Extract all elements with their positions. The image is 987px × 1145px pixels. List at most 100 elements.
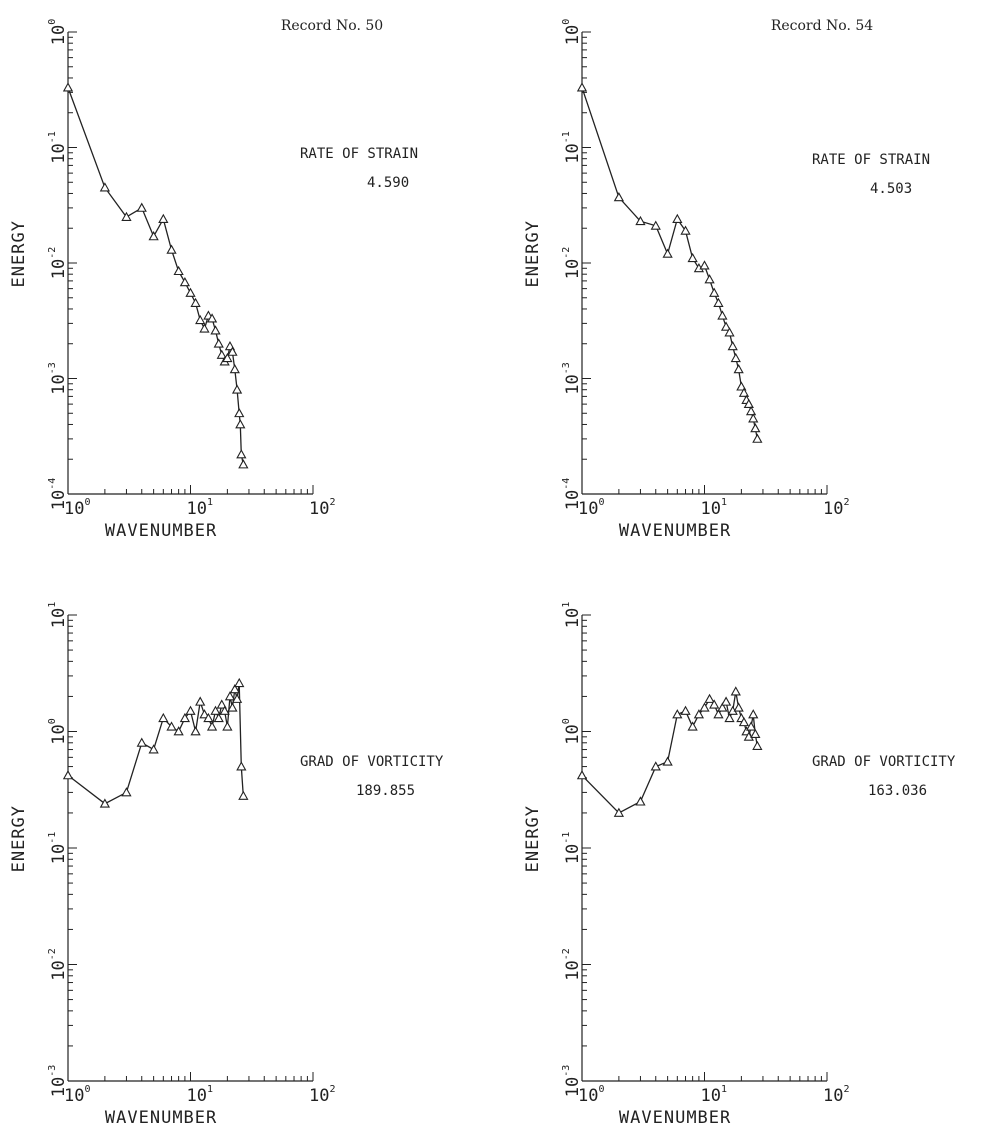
data-point-marker bbox=[724, 327, 735, 337]
chart-panel-vorticity-left: 100 101 10210-310-210-1100101WAVENUMBERENE… bbox=[9, 602, 444, 1128]
data-point-marker bbox=[733, 364, 744, 374]
data-point-marker bbox=[748, 413, 759, 423]
y-tick-label: 10-1 bbox=[47, 832, 69, 865]
data-point-marker bbox=[717, 702, 728, 712]
y-tick-label-group: 10-4 bbox=[47, 478, 69, 511]
y-tick-label: 100 bbox=[561, 19, 583, 46]
data-point-marker bbox=[650, 220, 661, 230]
y-tick-label: 10-3 bbox=[47, 362, 69, 395]
data-point-marker bbox=[199, 709, 210, 719]
y-tick-label: 100 bbox=[561, 718, 583, 745]
y-tick-label-group: 100 bbox=[47, 718, 69, 745]
data-point-marker bbox=[179, 277, 191, 287]
data-point-marker bbox=[195, 314, 206, 325]
data-point-marker bbox=[235, 419, 246, 429]
y-axis-label: ENERGY bbox=[9, 220, 29, 287]
y-tick-label: 10-3 bbox=[561, 1065, 583, 1098]
data-point-marker bbox=[148, 744, 159, 754]
x-tick-label: 101 bbox=[187, 1084, 214, 1106]
data-point-marker bbox=[231, 693, 243, 703]
y-tick-label-group: 10-3 bbox=[561, 362, 583, 395]
annotation-value: 4.503 bbox=[870, 181, 912, 197]
record-number-label: Record No. 50 bbox=[281, 18, 383, 34]
y-tick-label-group: 10-2 bbox=[47, 247, 69, 280]
data-point-marker bbox=[720, 321, 732, 331]
data-point-marker bbox=[730, 686, 741, 696]
data-point-marker bbox=[190, 726, 201, 736]
data-point-marker bbox=[745, 405, 757, 416]
data-point-marker bbox=[99, 798, 111, 808]
data-point-marker bbox=[190, 297, 201, 307]
data-point-marker bbox=[752, 740, 763, 750]
data-point-marker bbox=[173, 726, 184, 736]
x-tick-label: 101 bbox=[701, 1084, 728, 1106]
y-axis-label: ENERGY bbox=[523, 805, 543, 872]
y-tick-label-group: 101 bbox=[47, 602, 69, 629]
data-point-marker bbox=[724, 712, 735, 723]
data-point-marker bbox=[158, 213, 169, 223]
data-point-marker bbox=[680, 225, 691, 235]
x-tick-label: 100 bbox=[578, 497, 605, 519]
x-tick-label: 100 bbox=[64, 497, 91, 519]
data-point-marker bbox=[662, 248, 673, 258]
data-point-marker bbox=[687, 721, 698, 731]
data-point-marker bbox=[662, 756, 673, 766]
data-point-marker bbox=[158, 712, 169, 723]
y-tick-label-group: 10-2 bbox=[561, 247, 583, 280]
data-point-marker bbox=[195, 696, 206, 706]
data-point-marker bbox=[206, 313, 218, 323]
y-tick-label: 101 bbox=[47, 602, 69, 629]
data-point-marker bbox=[704, 693, 715, 703]
data-point-marker bbox=[185, 705, 196, 715]
record-number-label: Record No. 54 bbox=[771, 18, 873, 34]
y-tick-label: 100 bbox=[47, 19, 69, 46]
data-point-marker bbox=[613, 192, 625, 202]
y-tick-label-group: 100 bbox=[561, 19, 583, 46]
data-point-marker bbox=[213, 338, 224, 348]
data-point-marker bbox=[720, 696, 732, 706]
data-point-marker bbox=[743, 398, 754, 409]
data-point-marker bbox=[227, 346, 238, 356]
x-tick-label: 101 bbox=[701, 497, 728, 519]
annotation-title: GRAD OF VORTICITY bbox=[812, 754, 956, 770]
data-point-marker bbox=[717, 310, 728, 320]
data-point-marker bbox=[238, 459, 249, 469]
y-axis-label-group: ENERGY bbox=[523, 220, 543, 287]
data-point-marker bbox=[650, 761, 661, 771]
y-tick-label: 10-2 bbox=[561, 948, 583, 981]
x-tick-label: 102 bbox=[309, 497, 336, 519]
data-point-marker bbox=[699, 702, 710, 712]
data-point-marker bbox=[743, 731, 754, 741]
data-point-marker bbox=[672, 213, 683, 223]
annotation-value: 4.590 bbox=[367, 175, 409, 191]
data-point-marker bbox=[222, 352, 233, 363]
y-axis-label-group: ENERGY bbox=[9, 805, 29, 872]
data-point-marker bbox=[709, 287, 720, 297]
data-point-marker bbox=[238, 790, 249, 800]
chart-panel-vorticity-right: 100 101 10210-310-210-1100101WAVENUMBERENE… bbox=[523, 602, 956, 1128]
x-tick-label: 102 bbox=[823, 497, 850, 519]
y-axis-label: ENERGY bbox=[523, 220, 543, 287]
y-tick-label-group: 101 bbox=[561, 602, 583, 629]
data-point-marker bbox=[736, 381, 747, 391]
series-line bbox=[67, 87, 244, 465]
data-point-marker bbox=[206, 721, 218, 731]
data-point-marker bbox=[203, 712, 214, 723]
y-tick-label-group: 10-1 bbox=[561, 131, 583, 164]
data-point-marker bbox=[224, 691, 236, 701]
series-line bbox=[581, 87, 758, 440]
y-tick-label-group: 10-3 bbox=[47, 362, 69, 395]
data-point-marker bbox=[199, 323, 210, 333]
series-line bbox=[67, 683, 244, 805]
y-tick-label: 10-4 bbox=[47, 478, 69, 511]
data-point-marker bbox=[229, 684, 240, 694]
y-tick-label-group: 10-4 bbox=[561, 478, 583, 511]
y-axis-label: ENERGY bbox=[9, 805, 29, 872]
y-tick-label: 10-3 bbox=[561, 362, 583, 395]
data-point-marker bbox=[713, 297, 724, 307]
data-point-marker bbox=[234, 407, 245, 418]
y-axis-label-group: ENERGY bbox=[523, 805, 543, 872]
data-point-marker bbox=[576, 82, 588, 92]
y-tick-label-group: 10-1 bbox=[561, 832, 583, 865]
annotation-value: 189.855 bbox=[356, 783, 415, 799]
